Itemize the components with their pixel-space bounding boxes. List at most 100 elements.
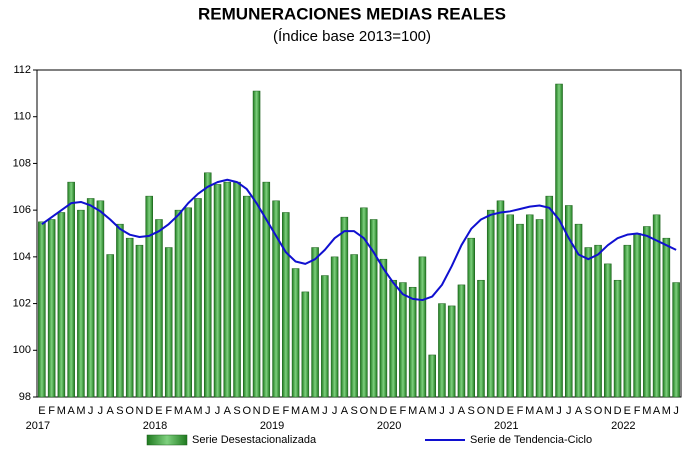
- bar: [438, 303, 446, 398]
- x-tick-label: M: [428, 405, 437, 417]
- bar: [672, 282, 680, 398]
- x-tick-label: D: [145, 405, 153, 417]
- bar: [194, 198, 202, 398]
- x-tick-label: A: [653, 405, 661, 417]
- x-tick-label: M: [545, 405, 554, 417]
- year-label: 2019: [260, 420, 284, 432]
- bar: [47, 219, 56, 398]
- trend-line: [41, 178, 677, 302]
- x-tick-label: J: [322, 405, 328, 417]
- bar: [418, 256, 427, 398]
- bar: [282, 212, 290, 398]
- bar: [350, 254, 358, 398]
- bar: [174, 209, 183, 398]
- x-tick-label: A: [185, 405, 193, 417]
- x-tick-label: A: [302, 405, 310, 417]
- bar: [340, 216, 349, 398]
- bar: [184, 207, 193, 398]
- x-tick-label: S: [233, 405, 240, 417]
- y-tick-label: 104: [13, 251, 31, 263]
- x-tick-label: A: [341, 405, 349, 417]
- x-tick-label: S: [585, 405, 592, 417]
- x-tick-label: J: [88, 405, 94, 417]
- year-label: 2022: [611, 420, 635, 432]
- x-tick-label: J: [98, 405, 104, 417]
- x-tick-label: E: [272, 405, 279, 417]
- bar: [467, 237, 475, 398]
- x-tick-label: N: [370, 405, 378, 417]
- x-tick-label: M: [525, 405, 534, 417]
- bar: [223, 181, 232, 398]
- x-tick-label: M: [642, 405, 651, 417]
- x-tick-label: E: [624, 405, 631, 417]
- legend-label: Serie Desestacionalizada: [192, 434, 317, 446]
- x-tick-label: F: [165, 405, 172, 417]
- year-label: 2020: [377, 420, 401, 432]
- bar: [379, 258, 388, 398]
- x-tick-label: M: [311, 405, 320, 417]
- bar: [330, 256, 339, 398]
- x-tick-label: F: [282, 405, 289, 417]
- bar: [457, 284, 466, 398]
- x-tick-label: F: [634, 405, 641, 417]
- bar: [233, 181, 241, 398]
- x-tick-label: A: [575, 405, 583, 417]
- x-tick-label: D: [262, 405, 270, 417]
- x-tick-label: J: [566, 405, 572, 417]
- bar: [408, 286, 417, 398]
- plot-frame: [36, 69, 682, 398]
- bar: [535, 219, 544, 398]
- bar: [272, 200, 280, 398]
- y-tick-label: 110: [13, 111, 31, 123]
- bar: [57, 212, 66, 398]
- x-tick-label: N: [604, 405, 612, 417]
- x-tick-label: M: [76, 405, 85, 417]
- x-tick-label: E: [38, 405, 45, 417]
- bar: [301, 291, 310, 398]
- x-tick-label: J: [439, 405, 445, 417]
- bar: [291, 268, 300, 398]
- bar: [613, 279, 622, 398]
- y-tick-label: 100: [13, 344, 31, 356]
- x-tick-label: F: [517, 405, 524, 417]
- bar: [496, 200, 505, 398]
- bar: [145, 195, 153, 398]
- bar: [203, 172, 212, 398]
- x-tick-label: J: [205, 405, 211, 417]
- x-tick-label: E: [389, 405, 396, 417]
- bar: [525, 214, 534, 398]
- y-tick-label: 106: [13, 204, 31, 216]
- x-tick-label: D: [614, 405, 622, 417]
- bar: [116, 223, 124, 398]
- x-tick-label: S: [116, 405, 123, 417]
- x-tick-label: O: [594, 405, 603, 417]
- bar: [155, 219, 163, 398]
- bar: [77, 209, 85, 398]
- bar: [125, 237, 134, 398]
- x-tick-label: A: [224, 405, 232, 417]
- x-tick-label: A: [458, 405, 466, 417]
- bar: [447, 305, 456, 398]
- y-tick-label: 102: [13, 297, 31, 309]
- bar: [106, 254, 114, 398]
- bar: [506, 214, 515, 398]
- legend-label: Serie de Tendencia-Ciclo: [470, 434, 592, 446]
- bar: [96, 200, 105, 398]
- x-tick-label: O: [125, 405, 134, 417]
- bar: [594, 244, 602, 398]
- bar: [545, 195, 554, 398]
- bar: [86, 198, 95, 398]
- bar: [477, 279, 485, 398]
- y-tick-label: 98: [19, 391, 31, 403]
- y-tick-label: 112: [13, 64, 31, 76]
- bar: [633, 233, 641, 398]
- bar: [311, 247, 319, 398]
- bar: [555, 83, 563, 398]
- y-tick-label: 108: [13, 157, 31, 169]
- bar: [135, 244, 144, 398]
- bar: [321, 275, 329, 398]
- x-tick-label: A: [67, 405, 75, 417]
- bar: [38, 221, 46, 398]
- bar: [262, 181, 271, 398]
